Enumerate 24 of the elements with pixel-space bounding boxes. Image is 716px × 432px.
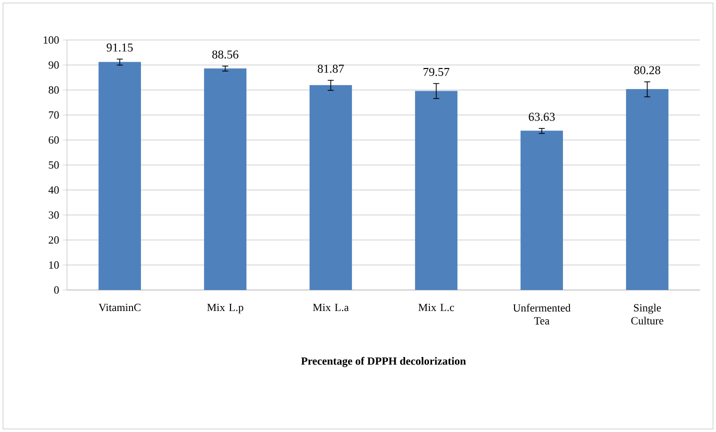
y-tick-label: 70 — [48, 111, 59, 119]
x-tick-label: Mix L.p — [207, 304, 244, 314]
y-tick-label: 0 — [54, 286, 59, 294]
x-tick-label: Mix L.c — [418, 304, 454, 312]
x-axis-title: Precentage of DPPH decolorization — [301, 356, 466, 368]
x-tick-label: Mix L.a — [312, 304, 349, 312]
x-tick-label: Unfermented Tea — [513, 304, 571, 325]
data-label: 80.28 — [634, 66, 660, 74]
data-label: 91.15 — [106, 44, 133, 52]
x-tick-label: Single Culture — [631, 304, 664, 324]
y-tick-label: 80 — [48, 86, 59, 94]
y-tick-label: 30 — [48, 211, 59, 219]
data-label: 81.87 — [318, 64, 344, 73]
data-label: 79.57 — [424, 68, 450, 76]
y-tick-label: 100 — [44, 36, 59, 44]
data-label: 88.56 — [212, 50, 238, 59]
y-tick-label: 90 — [48, 61, 59, 69]
y-tick-label: 60 — [48, 136, 59, 144]
y-tick-label: 50 — [48, 161, 59, 169]
y-tick-label: 40 — [48, 186, 59, 194]
x-tick-label: VitaminC — [98, 304, 140, 312]
y-tick-label: 10 — [49, 261, 59, 269]
y-tick-label: 20 — [48, 236, 59, 244]
data-label: 63.63 — [528, 112, 555, 121]
